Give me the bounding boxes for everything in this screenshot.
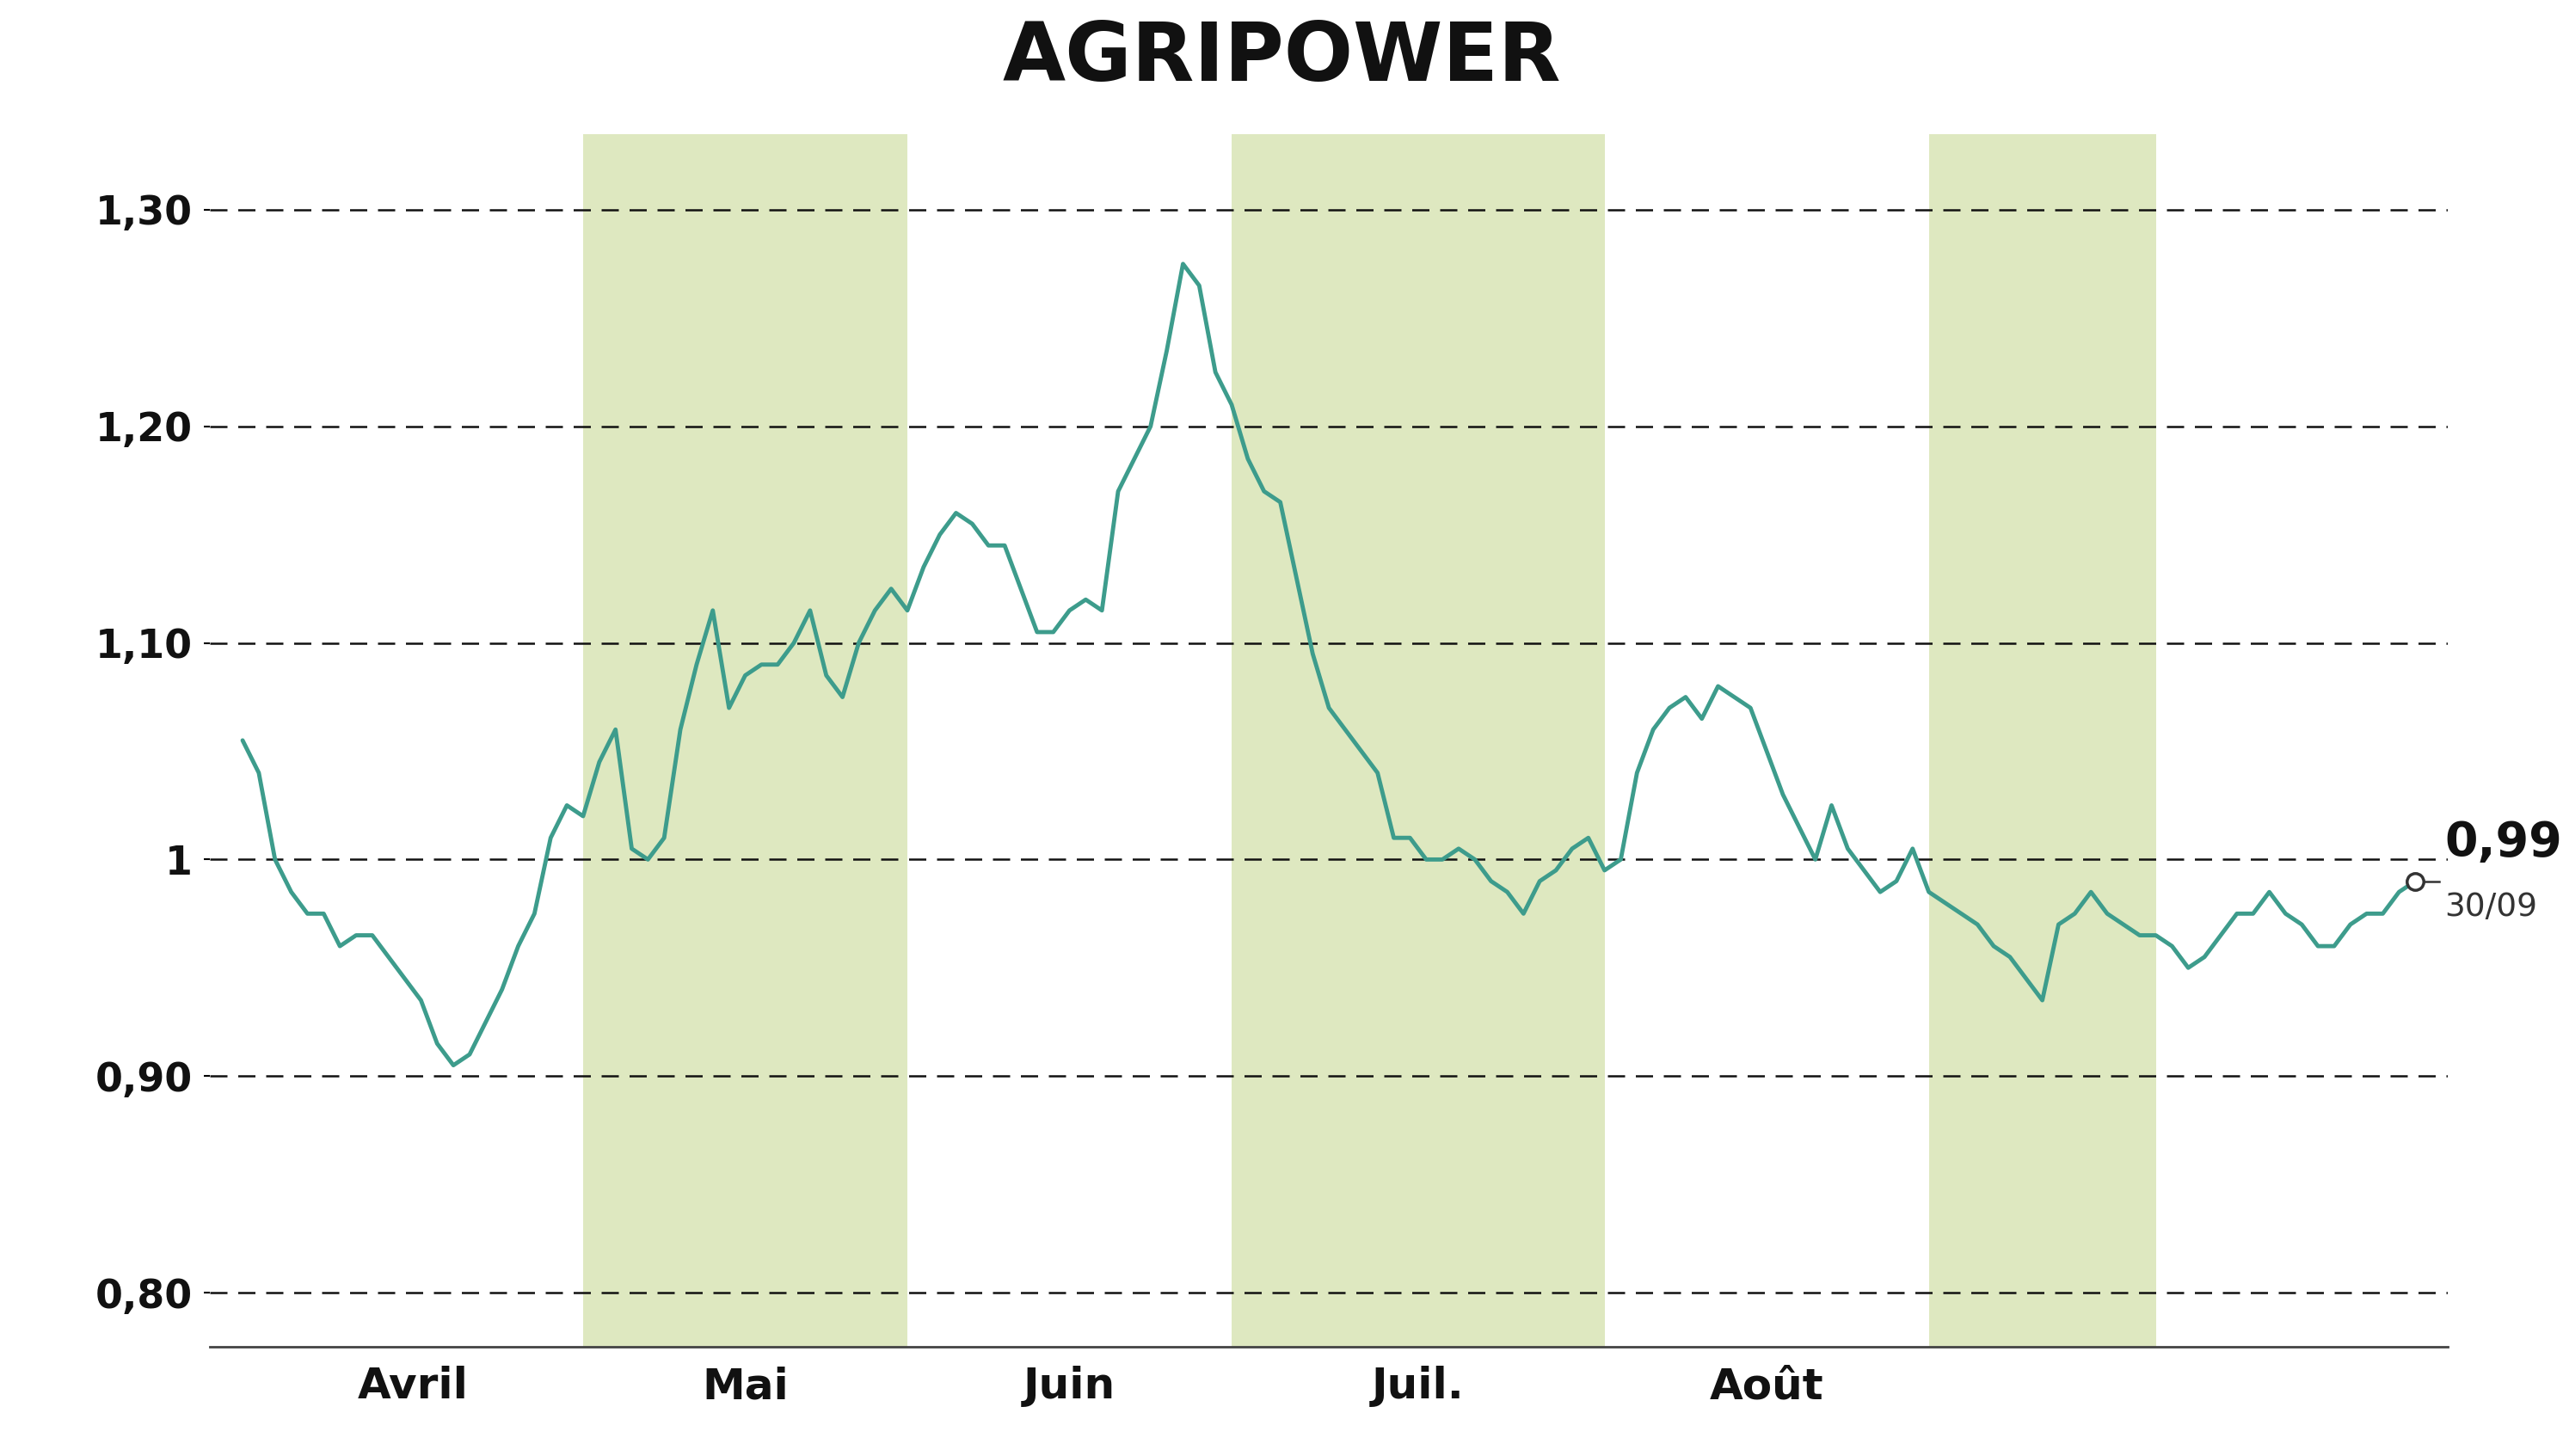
Text: 30/09: 30/09 [2445, 893, 2537, 923]
Bar [584, 134, 907, 1347]
Text: AGRIPOWER: AGRIPOWER [1002, 19, 1561, 98]
Bar [1233, 134, 1604, 1347]
Text: 0,99: 0,99 [2445, 820, 2563, 866]
Bar [1930, 134, 2155, 1347]
